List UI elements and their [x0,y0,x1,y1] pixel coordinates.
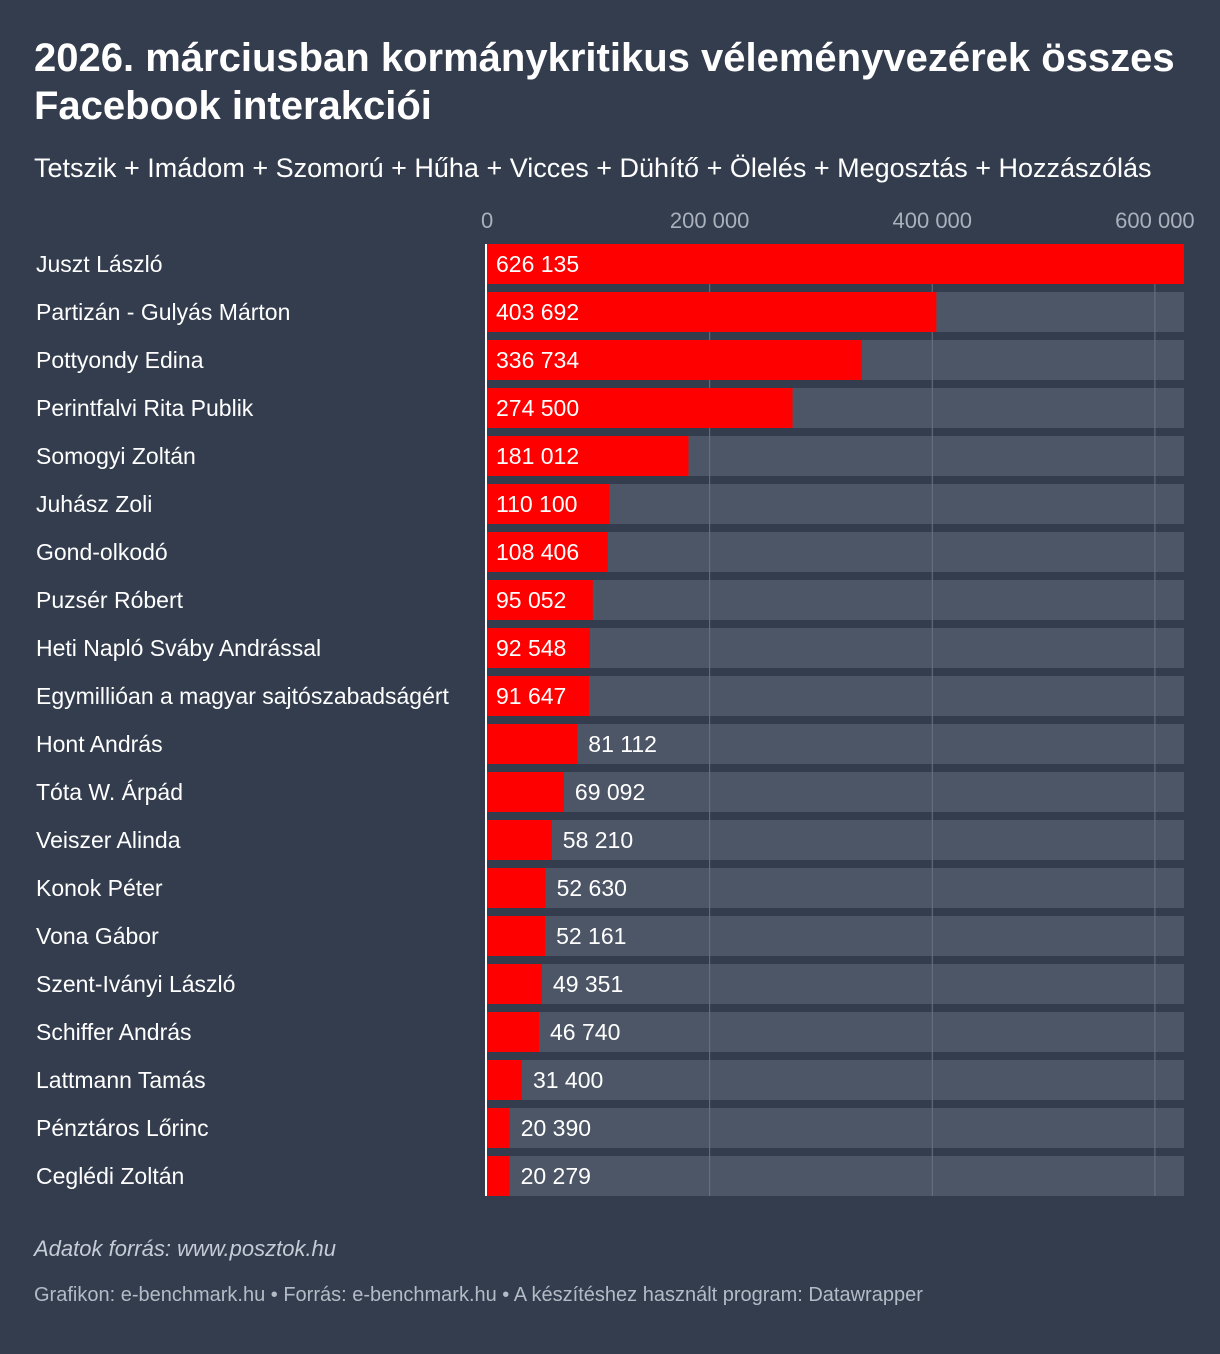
category-label: Juhász Zoli [36,491,152,517]
value-label: 108 406 [496,539,579,565]
category-label: Partizán - Gulyás Márton [36,299,290,325]
bar [487,580,593,620]
value-label: 181 012 [496,443,579,469]
bar [487,1060,522,1100]
bar-track [487,916,1184,956]
bar-track [487,628,1184,668]
bar-track [487,1012,1184,1052]
footer-credits: Grafikon: e-benchmark.hu • Forrás: e-ben… [34,1284,923,1306]
bar-track [487,676,1184,716]
value-label: 52 630 [557,875,627,901]
bar [487,484,610,524]
x-tick-label: 0 [481,208,493,233]
bar [487,820,552,860]
value-label: 31 400 [533,1067,603,1093]
bar [487,340,862,380]
value-label: 52 161 [556,923,626,949]
bar [487,1156,510,1196]
bar [487,628,591,668]
bar [487,916,546,956]
bar [487,292,937,332]
value-label: 91 647 [496,683,566,709]
bar [487,1012,540,1052]
value-label: 274 500 [496,395,579,421]
category-label: Konok Péter [36,875,163,901]
x-tick-label: 400 000 [893,208,973,233]
category-label: Somogyi Zoltán [36,443,196,469]
chart-subtitle: Tetszik + Imádom + Szomorú + Hűha + Vicc… [34,153,1152,183]
value-label: 58 210 [563,827,633,853]
category-label: Ceglédi Zoltán [36,1163,184,1189]
value-label: 49 351 [553,971,623,997]
data-source-note: Adatok forrás: www.posztok.hu [34,1236,337,1261]
category-label: Schiffer András [36,1019,192,1045]
bar-track [487,1060,1184,1100]
category-label: Puzsér Róbert [36,587,184,613]
category-label: Szent-Iványi László [36,971,235,997]
bar-chart: 0 200 000 400 000 600 000 Juszt László 626 13… [36,208,1195,1196]
bar [487,436,689,476]
category-label: Vona Gábor [36,923,159,949]
bar-track [487,820,1184,860]
category-label: Perintfalvi Rita Publik [36,395,254,421]
category-label: Pottyondy Edina [36,347,204,373]
bar [487,772,564,812]
chart-title: 2026. márciusban kormánykritikus vélemén… [34,36,1175,128]
bar-track [487,724,1184,764]
category-label: Pénztáros Lőrinc [36,1115,209,1141]
value-label: 92 548 [496,635,566,661]
value-label: 46 740 [550,1019,620,1045]
bar [487,532,608,572]
x-tick-label: 600 000 [1115,208,1195,233]
bar-track [487,1108,1184,1148]
category-label: Tóta W. Árpád [36,779,183,805]
bar [487,244,1184,284]
value-label: 81 112 [588,731,657,757]
category-label: Egymillióan a magyar sajtószabadságért [36,683,450,709]
category-label: Gond-olkodó [36,539,168,565]
bar [487,724,578,764]
value-label: 20 279 [521,1163,591,1189]
bar-track [487,964,1184,1004]
category-label: Lattmann Tamás [36,1067,206,1093]
category-label: Heti Napló Sváby Andrással [36,635,321,661]
category-label: Hont András [36,731,163,757]
bar-track [487,580,1184,620]
x-tick-label: 200 000 [670,208,750,233]
category-label: Veiszer Alinda [36,827,181,853]
category-label: Juszt László [36,251,163,277]
value-label: 110 100 [496,491,577,517]
value-label: 69 092 [575,779,645,805]
bar-track [487,868,1184,908]
bar-track [487,772,1184,812]
bar [487,868,546,908]
bar [487,388,793,428]
value-label: 626 135 [496,251,579,277]
bar [487,964,542,1004]
bar-track [487,1156,1184,1196]
value-label: 403 692 [496,299,579,325]
value-label: 20 390 [521,1115,591,1141]
value-label: 95 052 [496,587,566,613]
bar [487,1108,510,1148]
value-label: 336 734 [496,347,579,373]
bar [487,676,590,716]
